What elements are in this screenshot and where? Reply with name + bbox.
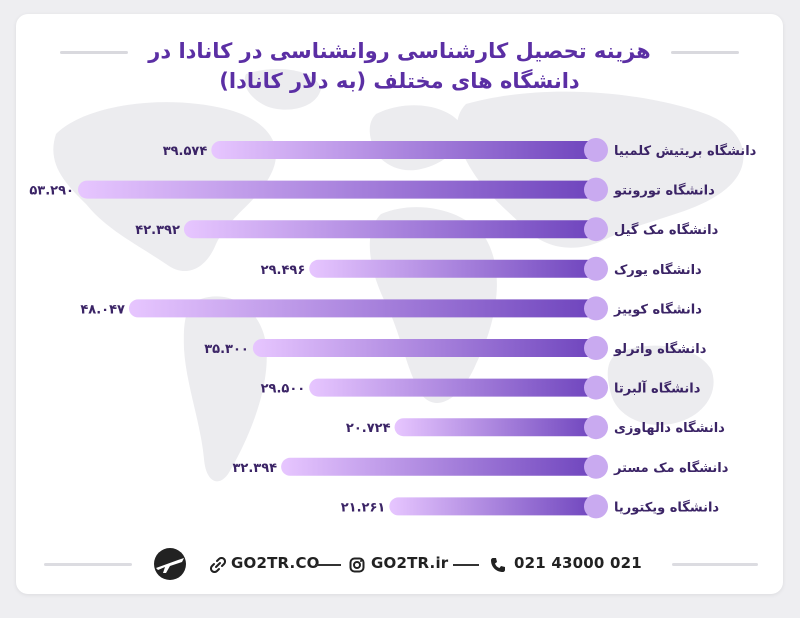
bar-knob	[584, 217, 608, 242]
footer: GO2TR.CO GO2TR.ir 021 43000 021	[16, 546, 783, 582]
airplane-logo-icon	[154, 548, 186, 580]
footer-rule-right	[672, 563, 758, 566]
bar-chart: دانشگاه بریتیش کلمبیا ۳۹.۵۷۴ دانشگاه تورون…	[29, 138, 757, 519]
bar	[389, 497, 596, 516]
map-australia	[607, 345, 714, 425]
title-rule-left	[60, 51, 128, 54]
category-label: دانشگاه مک گیل	[614, 222, 719, 238]
bar-row: دانشگاه آلبرتا ۲۹.۵۰۰	[261, 375, 701, 400]
category-label: دانشگاه دالهاوزی	[614, 420, 725, 436]
value-label: ۳۹.۵۷۴	[163, 144, 208, 159]
category-label: دانشگاه واترلو	[613, 341, 707, 357]
map-south-america	[183, 296, 267, 482]
chart-title: هزینه تحصیل کارشناسی روانشناسی در کانادا…	[16, 36, 783, 96]
value-label: ۵۳.۲۹۰	[29, 184, 74, 199]
bar	[183, 220, 596, 239]
bar-row: دانشگاه دالهاوزی ۲۰.۷۲۴	[346, 415, 725, 440]
bar	[394, 418, 596, 437]
bar-row: دانشگاه مک گیل ۴۲.۳۹۲	[135, 217, 719, 242]
value-label: ۲۹.۴۹۶	[261, 263, 306, 278]
link-icon	[210, 557, 226, 573]
value-label: ۳۵.۳۰۰	[204, 342, 249, 357]
bar-knob	[584, 375, 608, 400]
value-label: ۲۰.۷۲۴	[346, 421, 391, 436]
bar-knob	[584, 415, 608, 440]
category-label: دانشگاه ویکتوریا	[614, 499, 719, 515]
category-label: دانشگاه یورک	[614, 262, 702, 278]
bar	[309, 378, 596, 397]
bar-row: دانشگاه بریتیش کلمبیا ۳۹.۵۷۴	[163, 138, 757, 162]
bar-row: دانشگاه کوییز ۴۸.۰۴۷	[80, 296, 702, 321]
value-label: ۲۱.۲۶۱	[341, 500, 386, 515]
bar	[281, 457, 596, 476]
bar-knob	[584, 138, 608, 162]
map-greenland	[244, 69, 321, 110]
instagram-icon	[349, 557, 365, 573]
value-label: ۴۲.۳۹۲	[135, 223, 180, 238]
bars-group: دانشگاه بریتیش کلمبیا ۳۹.۵۷۴ دانشگاه تورون…	[29, 138, 757, 519]
infographic-card: هزینه تحصیل کارشناسی روانشناسی در کانادا…	[16, 14, 783, 594]
bar-knob	[584, 454, 608, 479]
phone-icon	[491, 558, 505, 572]
bar-knob	[584, 336, 608, 360]
chart-title-line-2: دانشگاه های مختلف (به دلار کانادا)	[219, 69, 580, 93]
bar-row: دانشگاه تورونتو ۵۳.۲۹۰	[29, 177, 715, 202]
category-label: دانشگاه آلبرتا	[614, 380, 701, 397]
bar-row: دانشگاه ویکتوریا ۲۱.۲۶۱	[341, 494, 719, 519]
category-label: دانشگاه کوییز	[613, 301, 702, 317]
bar-knob	[584, 177, 608, 202]
bar	[309, 259, 596, 278]
chart-title-line-1: هزینه تحصیل کارشناسی روانشناسی در کانادا…	[148, 39, 651, 63]
value-label: ۲۹.۵۰۰	[261, 382, 306, 397]
bar-knob	[584, 494, 608, 519]
footer-dash-2	[453, 564, 479, 566]
bar-knob	[584, 296, 608, 321]
website-link[interactable]: GO2TR.CO	[231, 554, 320, 572]
bar-row: دانشگاه واترلو ۳۵.۳۰۰	[204, 336, 707, 360]
category-label: دانشگاه بریتیش کلمبیا	[614, 143, 757, 159]
instagram-handle[interactable]: GO2TR.ir	[371, 554, 449, 572]
bar-knob	[584, 256, 608, 281]
bar-row: دانشگاه مک مستر ۳۲.۳۹۴	[232, 454, 729, 479]
bar	[252, 339, 597, 357]
value-label: ۳۲.۳۹۴	[232, 461, 277, 476]
phone-number[interactable]: 021 43000 021	[514, 554, 642, 572]
value-label: ۴۸.۰۴۷	[80, 302, 125, 317]
category-label: دانشگاه تورونتو	[613, 183, 715, 199]
bar	[128, 299, 596, 318]
map-asia	[456, 91, 744, 248]
footer-dash-1	[315, 564, 341, 566]
title-rule-right	[671, 51, 739, 54]
bar	[211, 141, 596, 159]
category-label: دانشگاه مک مستر	[613, 460, 729, 476]
footer-rule-left	[44, 563, 132, 566]
bar-row: دانشگاه یورک ۲۹.۴۹۶	[261, 256, 702, 281]
bar	[78, 180, 596, 199]
